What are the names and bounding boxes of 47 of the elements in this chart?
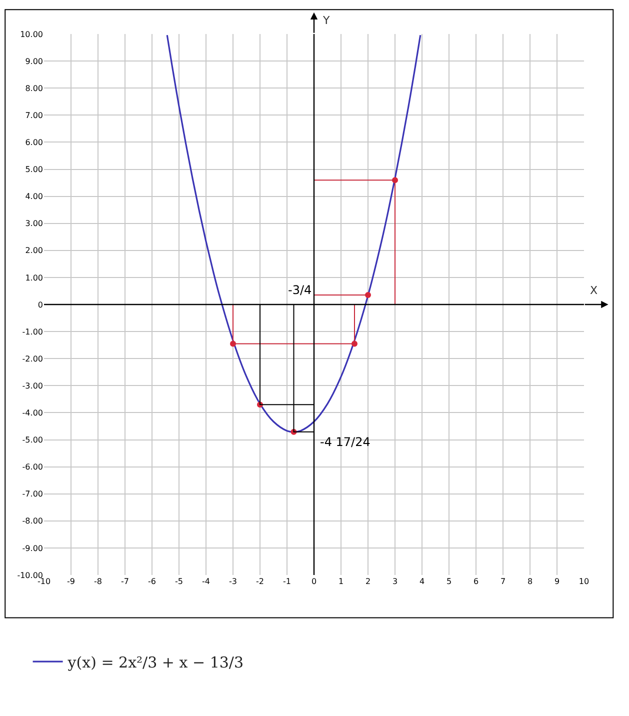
x-tick-label: -9 bbox=[67, 577, 75, 586]
y-tick-label: -3.00 bbox=[22, 381, 43, 390]
x-tick-label: -4 bbox=[202, 577, 210, 586]
x-tick-label: -5 bbox=[175, 577, 183, 586]
x-tick-label: -10 bbox=[37, 577, 51, 586]
x-tick-label: -7 bbox=[121, 577, 129, 586]
x-tick-label: 1 bbox=[338, 577, 344, 586]
y-tick-label: -9.00 bbox=[22, 544, 43, 553]
x-tick-label: 7 bbox=[500, 577, 506, 586]
x-tick-label: -1 bbox=[283, 577, 291, 586]
annotation: -3/4 bbox=[288, 283, 312, 297]
y-tick-label: 2.00 bbox=[25, 246, 43, 256]
y-tick-label: 1.00 bbox=[25, 273, 43, 282]
y-tick-label: -1.00 bbox=[22, 327, 43, 336]
y-tick-label: -2.00 bbox=[22, 354, 43, 364]
y-tick-label: 0 bbox=[38, 300, 43, 310]
y-tick-label: 7.00 bbox=[25, 110, 43, 120]
legend-label: y(x) = 2x²/3 + x − 13/3 bbox=[66, 653, 244, 672]
x-tick-label: -6 bbox=[148, 577, 156, 586]
x-tick-label: 6 bbox=[473, 577, 479, 586]
x-tick-label: -8 bbox=[94, 577, 102, 586]
y-tick-label: 3.00 bbox=[25, 219, 43, 228]
y-tick-label: 5.00 bbox=[25, 165, 43, 174]
x-tick-label: 10 bbox=[578, 577, 590, 586]
y-tick-label: -4.00 bbox=[22, 408, 43, 418]
x-tick-label: -2 bbox=[256, 577, 264, 586]
y-tick-label: -8.00 bbox=[22, 516, 43, 526]
y-tick-label: -10.00 bbox=[17, 570, 43, 580]
annotation: -4 17/24 bbox=[320, 435, 370, 449]
x-tick-label: 2 bbox=[365, 577, 371, 586]
y-tick-label: 9.00 bbox=[25, 56, 43, 66]
y-tick-label: 10.00 bbox=[20, 30, 43, 39]
x-tick-label: -3 bbox=[229, 577, 237, 586]
x-tick-label: 3 bbox=[392, 577, 398, 586]
y-tick-label: 4.00 bbox=[25, 192, 43, 202]
x-tick-label: 9 bbox=[554, 577, 560, 586]
y-axis-title: Y bbox=[322, 14, 330, 27]
x-tick-label: 4 bbox=[419, 577, 425, 586]
x-tick-label: 0 bbox=[311, 577, 317, 586]
y-tick-label: 6.00 bbox=[25, 138, 43, 147]
x-axis-title: X bbox=[590, 284, 598, 297]
x-tick-label: 5 bbox=[446, 577, 452, 586]
y-tick-label: -6.00 bbox=[22, 462, 43, 472]
y-tick-label: -7.00 bbox=[22, 490, 43, 499]
x-tick-label: 8 bbox=[527, 577, 533, 586]
y-tick-label: -5.00 bbox=[22, 436, 43, 445]
y-tick-label: 8.00 bbox=[25, 84, 43, 93]
